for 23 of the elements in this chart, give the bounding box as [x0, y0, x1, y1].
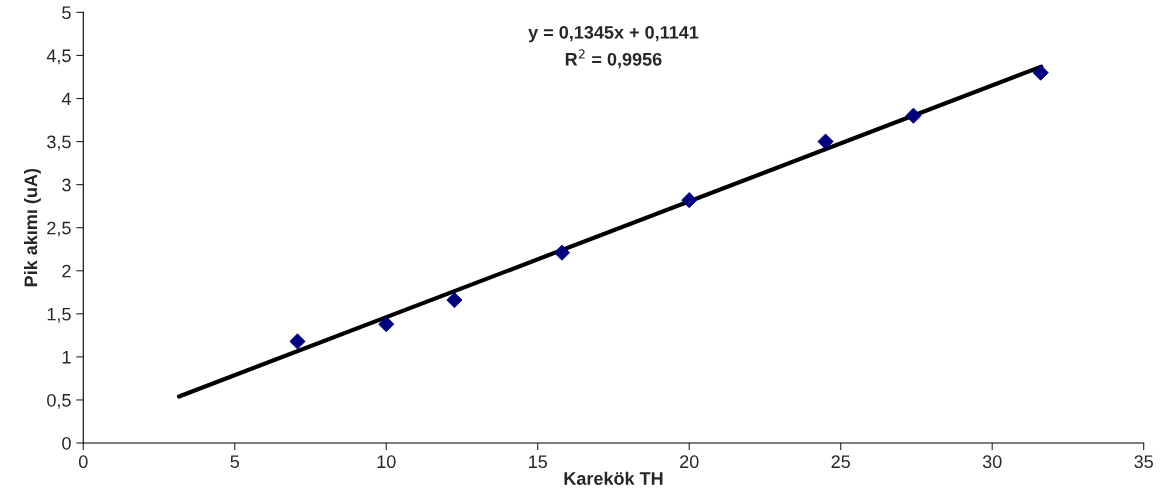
- y-tick-label: 3,5: [47, 135, 71, 151]
- y-tick-label: 4,5: [46, 49, 71, 65]
- x-tick-label: 0: [78, 455, 88, 469]
- y-tick-label: 2,5: [47, 221, 71, 237]
- y-tick-label: 2: [62, 264, 71, 278]
- annotation: R$^{2}$ = 0,9956: [565, 49, 662, 69]
- x-axis-title: Karekök TH: [564, 471, 663, 485]
- y-tick-label: 1,5: [47, 307, 71, 323]
- x-tick-label: 20: [680, 455, 699, 469]
- y-tick-label: 4: [61, 92, 71, 106]
- y-tick-label: 1: [62, 351, 71, 364]
- annotation: y = 0,1345x + 0,1141: [528, 25, 699, 43]
- y-tick-label: 5: [62, 6, 71, 20]
- x-tick-label: 15: [529, 455, 548, 469]
- x-tick-label: 35: [1134, 455, 1153, 469]
- y-tick-label: 0: [62, 436, 71, 450]
- x-tick-label: 5: [230, 455, 240, 469]
- y-tick-label: 3: [62, 178, 71, 192]
- y-tick-label: 0,5: [47, 393, 71, 409]
- x-tick-label: 10: [377, 455, 396, 469]
- x-tick-label: 25: [831, 455, 850, 469]
- y-axis-title: Pik akımı (uA): [23, 168, 41, 287]
- x-tick-label: 30: [982, 455, 1002, 469]
